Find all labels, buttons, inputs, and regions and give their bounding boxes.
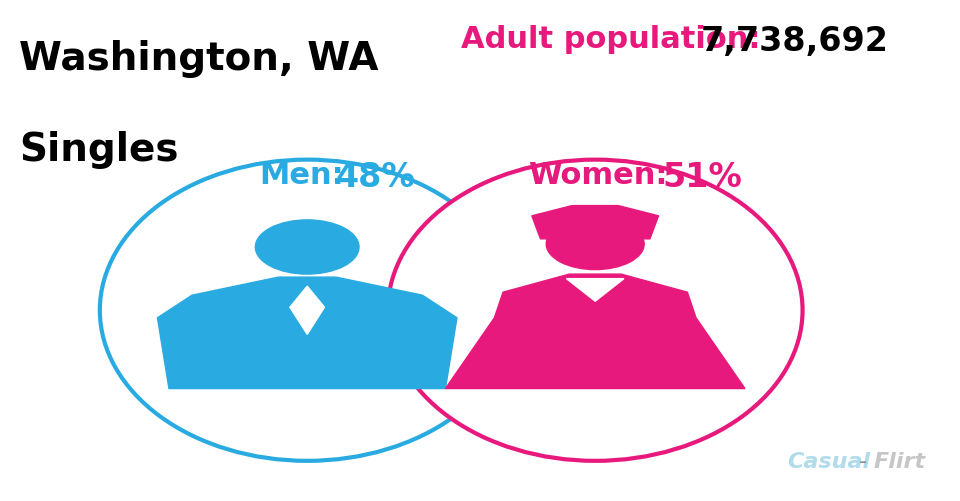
- Text: 48%: 48%: [336, 160, 416, 193]
- Text: Washington, WA: Washington, WA: [19, 40, 378, 78]
- Text: Casual: Casual: [787, 451, 871, 471]
- Ellipse shape: [388, 160, 803, 461]
- Circle shape: [546, 219, 644, 270]
- Text: Flirt: Flirt: [874, 451, 925, 471]
- Polygon shape: [290, 287, 324, 335]
- Text: Men:: Men:: [259, 160, 344, 189]
- Polygon shape: [445, 275, 745, 389]
- Text: 51%: 51%: [662, 160, 742, 193]
- Polygon shape: [566, 279, 624, 302]
- Circle shape: [255, 220, 359, 275]
- Ellipse shape: [100, 160, 515, 461]
- Text: Adult population:: Adult population:: [461, 25, 760, 54]
- Text: Singles: Singles: [19, 130, 179, 168]
- Text: 7,738,692: 7,738,692: [701, 25, 889, 58]
- Polygon shape: [157, 278, 457, 389]
- Text: -: -: [859, 451, 867, 471]
- Text: Women:: Women:: [528, 160, 667, 189]
- Polygon shape: [532, 206, 659, 239]
